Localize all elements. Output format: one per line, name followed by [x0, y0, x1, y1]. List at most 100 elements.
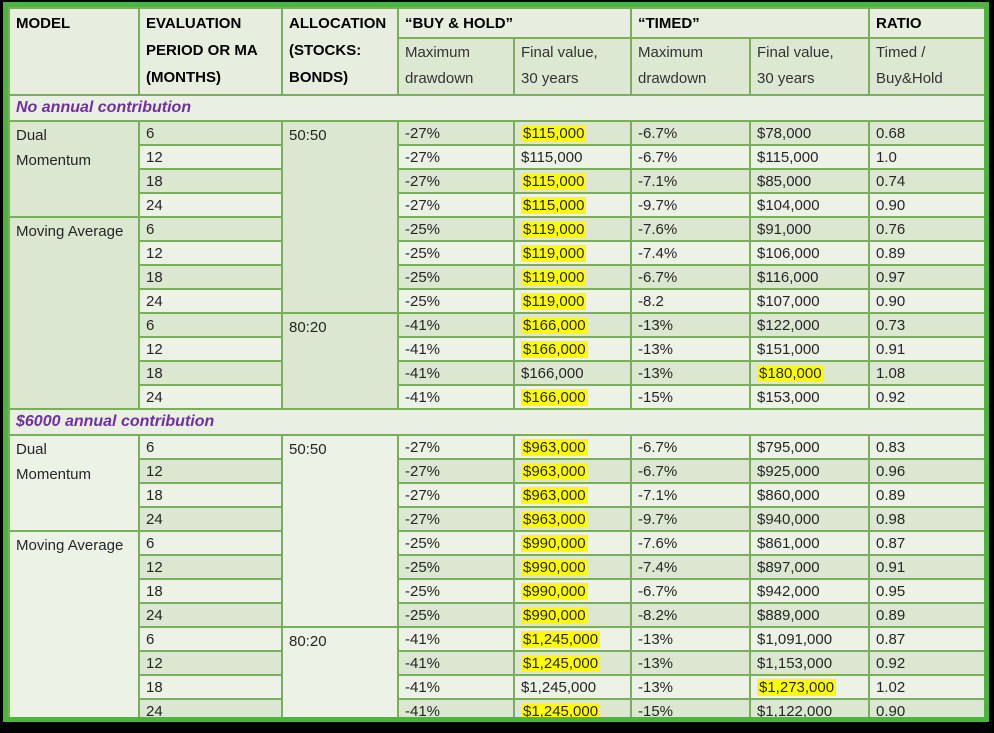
cell-period: 12 [138, 650, 283, 676]
cell-timed-final: $91,000 [748, 216, 871, 242]
cell-timed-drawdown: -9.7% [630, 506, 751, 532]
highlighted-value: $963,000 [521, 510, 588, 528]
cell-timed-drawdown: -7.4% [630, 240, 751, 266]
cell-bh-final: $1,245,000 [513, 626, 632, 652]
cell-allocation: 80:20 [281, 312, 399, 410]
section-header-row: $6000 annual contribution [8, 408, 984, 436]
cell-period: 18 [138, 264, 283, 290]
cell-ratio: 0.89 [868, 602, 984, 628]
cell-ratio: 0.74 [868, 168, 984, 194]
highlighted-value: $119,000 [521, 244, 587, 262]
cell-timed-final: $153,000 [748, 384, 871, 410]
cell-period: 24 [138, 506, 283, 532]
cell-bh-drawdown: -25% [397, 216, 515, 242]
cell-bh-drawdown: -27% [397, 144, 515, 170]
cell-ratio: 0.91 [868, 554, 984, 580]
highlighted-value: $963,000 [521, 486, 588, 504]
cell-bh-final: $166,000 [513, 360, 632, 386]
value-text: $91,000 [757, 220, 812, 238]
value-text: $1,153,000 [757, 654, 833, 672]
cell-timed-final: $85,000 [748, 168, 871, 194]
value-text: $860,000 [757, 486, 820, 504]
value-text: $78,000 [757, 124, 812, 142]
table-row: 24 -27% $963,000 -9.7% $940,000 0.98 [9, 506, 984, 532]
cell-ratio: 0.90 [868, 192, 984, 218]
cell-timed-drawdown: -6.7% [630, 120, 751, 146]
table-row: Moving Average 6 -25% $990,000 -7.6% $861,000… [8, 530, 984, 717]
cell-timed-drawdown: -8.2 [630, 288, 751, 314]
value-text: $942,000 [757, 582, 820, 600]
cell-allocation: 50:50 [281, 120, 399, 314]
cell-bh-final: $990,000 [513, 578, 632, 604]
cell-bh-drawdown: -27% [397, 168, 515, 194]
value-text: $1,245,000 [521, 678, 597, 696]
cell-timed-final: $889,000 [748, 602, 871, 628]
cell-ratio: 0.89 [868, 240, 984, 266]
cell-period: 6 [138, 216, 283, 242]
header-timed-final-value: Final value, 30 years [748, 37, 871, 96]
cell-bh-drawdown: -25% [397, 578, 515, 604]
value-text: $106,000 [757, 244, 820, 262]
cell-ratio: 0.89 [868, 482, 984, 508]
cell-period: 24 [138, 602, 283, 628]
cell-timed-final: $115,000 [748, 144, 871, 170]
cell-ratio: 0.95 [868, 578, 984, 604]
table-frame: MODEL EVALUATION PERIOD OR MA (MONTHS) A… [3, 2, 989, 722]
cell-timed-final: $106,000 [748, 240, 871, 266]
cell-timed-drawdown: -6.7% [630, 264, 751, 290]
header-evaluation-period: EVALUATION PERIOD OR MA (MONTHS) [138, 7, 283, 96]
header-ratio-group: RATIO [868, 7, 984, 39]
value-text: $1,091,000 [757, 630, 833, 648]
cell-timed-drawdown: -13% [630, 674, 751, 700]
cell-bh-final: $1,245,000 [513, 650, 632, 676]
cell-period: 18 [138, 674, 283, 700]
cell-timed-drawdown: -15% [630, 698, 751, 717]
value-text: $166,000 [521, 364, 584, 382]
highlighted-value: $119,000 [521, 220, 587, 238]
cell-timed-final: $795,000 [748, 434, 871, 460]
cell-bh-final: $963,000 [513, 434, 632, 460]
value-text: $122,000 [757, 316, 820, 334]
cell-timed-drawdown: -7.6% [630, 530, 751, 556]
cell-bh-drawdown: -41% [397, 650, 515, 676]
value-text: $795,000 [757, 438, 820, 456]
cell-period: 12 [138, 240, 283, 266]
value-text: $940,000 [757, 510, 820, 528]
cell-timed-final: $940,000 [748, 506, 871, 532]
table-row: 6 80:20 -41% $166,000 -13% $122,000 0.73 [9, 312, 984, 410]
cell-period: 24 [138, 192, 283, 218]
cell-timed-drawdown: -13% [630, 650, 751, 676]
table-row: 12 -41% $166,000 -13% $151,000 0.91 [9, 336, 984, 362]
cell-bh-final: $115,000 [513, 192, 632, 218]
cell-timed-drawdown: -13% [630, 312, 751, 338]
cell-bh-drawdown: -41% [397, 626, 515, 652]
highlighted-value: $1,245,000 [521, 630, 601, 648]
table-row: 24 -41% $166,000 -15% $153,000 0.92 [9, 384, 984, 410]
cell-ratio: 1.08 [868, 360, 984, 386]
cell-bh-drawdown: -27% [397, 434, 515, 460]
cell-timed-drawdown: -7.6% [630, 216, 751, 242]
cell-bh-drawdown: -41% [397, 336, 515, 362]
cell-timed-final: $107,000 [748, 288, 871, 314]
cell-timed-final: $116,000 [748, 264, 871, 290]
highlighted-value: $119,000 [521, 292, 587, 310]
cell-bh-final: $115,000 [513, 120, 632, 146]
cell-ratio: 0.90 [868, 698, 984, 717]
cell-period: 12 [138, 554, 283, 580]
cell-bh-final: $119,000 [513, 240, 632, 266]
highlighted-value: $990,000 [521, 558, 588, 576]
cell-period: 12 [138, 336, 283, 362]
cell-timed-final: $1,091,000 [748, 626, 871, 652]
cell-bh-final: $963,000 [513, 458, 632, 484]
highlighted-value: $115,000 [521, 196, 587, 214]
cell-timed-final: $925,000 [748, 458, 871, 484]
highlighted-value: $963,000 [521, 438, 588, 456]
results-table: MODEL EVALUATION PERIOD OR MA (MONTHS) A… [8, 7, 984, 717]
value-text: $153,000 [757, 388, 820, 406]
cell-ratio: 0.73 [868, 312, 984, 338]
cell-bh-drawdown: -27% [397, 192, 515, 218]
table-row: 24 -41% $1,245,000 -15% $1,122,000 0.90 [9, 698, 984, 717]
cell-timed-drawdown: -7.1% [630, 482, 751, 508]
table-row: 6 80:20 -41% $1,245,000 -13% $1,091,000 0.87 [9, 626, 984, 717]
section-title: No annual contribution [8, 94, 984, 122]
